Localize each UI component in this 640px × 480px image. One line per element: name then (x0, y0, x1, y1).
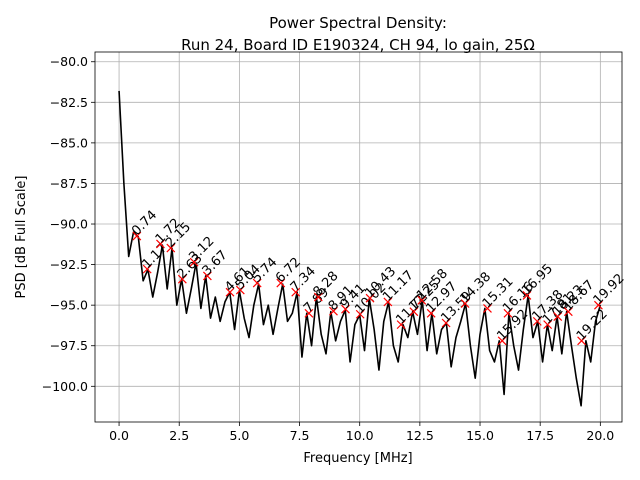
peak-label: 19.22 (574, 307, 611, 344)
x-tick-label: 12.5 (406, 428, 434, 443)
peak-marker (365, 293, 375, 303)
peak-marker (426, 308, 436, 318)
peak-marker (177, 274, 187, 284)
peak-marker (235, 285, 245, 295)
peak-marker (577, 336, 586, 346)
peak-marker (503, 308, 513, 318)
x-tick-label: 5.0 (229, 428, 249, 443)
y-tick-label: −92.5 (50, 257, 88, 272)
x-axis-label: Frequency [MHz] (303, 451, 412, 466)
x-tick-label: 15.0 (466, 428, 494, 443)
peak-marker (553, 312, 563, 321)
peak-marker (497, 336, 507, 346)
peak-marker (543, 320, 553, 330)
peak-marker (460, 299, 470, 308)
peak-marker (441, 318, 451, 328)
peak-marker (522, 290, 532, 300)
peak-marker (189, 257, 199, 267)
y-axis-label: PSD [dB Full Scale] (14, 175, 29, 298)
y-tick-label: −95.0 (50, 298, 88, 313)
peak-marker (142, 264, 152, 274)
peak-marker (329, 306, 338, 316)
y-tick-label: −82.5 (50, 95, 88, 110)
peak-marker (383, 297, 393, 307)
peak-marker (291, 287, 301, 297)
x-tick-label: 20.0 (586, 428, 614, 443)
peak-marker (483, 303, 492, 313)
peak-marker (341, 304, 350, 314)
peak-marker (313, 292, 323, 302)
peak-marker (417, 295, 427, 305)
peak-marker (355, 309, 365, 319)
peak-marker (563, 307, 573, 317)
peak-marker (409, 307, 419, 317)
y-tick-label: −100.0 (42, 379, 88, 394)
x-tick-label: 10.0 (346, 428, 374, 443)
y-tick-label: −97.5 (50, 338, 88, 353)
chart-title: Power Spectral Density: (269, 14, 447, 32)
y-tick-label: −80.0 (50, 54, 88, 69)
peak-marker (132, 231, 142, 241)
plot-frame (94, 51, 623, 423)
peak-marker (202, 271, 212, 281)
x-tick-label: 0.0 (109, 428, 129, 443)
peak-label: 5.74 (249, 255, 280, 286)
peak-marker (166, 243, 176, 253)
peak-marker (304, 308, 314, 318)
peak-marker (276, 278, 286, 288)
x-tick-label: 17.5 (526, 428, 554, 443)
x-tick-label: 7.5 (290, 428, 310, 443)
peak-marker (225, 287, 235, 297)
peak-marker (252, 278, 262, 288)
y-tick-label: −85.0 (50, 135, 88, 150)
y-tick-label: −87.5 (50, 176, 88, 191)
y-tick-label: −90.0 (50, 217, 88, 232)
peak-label: 1.17 (139, 241, 170, 272)
peak-marker (156, 239, 165, 249)
peak-marker (593, 300, 603, 310)
peak-marker (532, 316, 542, 326)
x-tick-label: 2.5 (169, 428, 189, 443)
peak-marker (396, 320, 406, 330)
chart-subtitle: Run 24, Board ID E190324, CH 94, lo gain… (181, 36, 535, 54)
